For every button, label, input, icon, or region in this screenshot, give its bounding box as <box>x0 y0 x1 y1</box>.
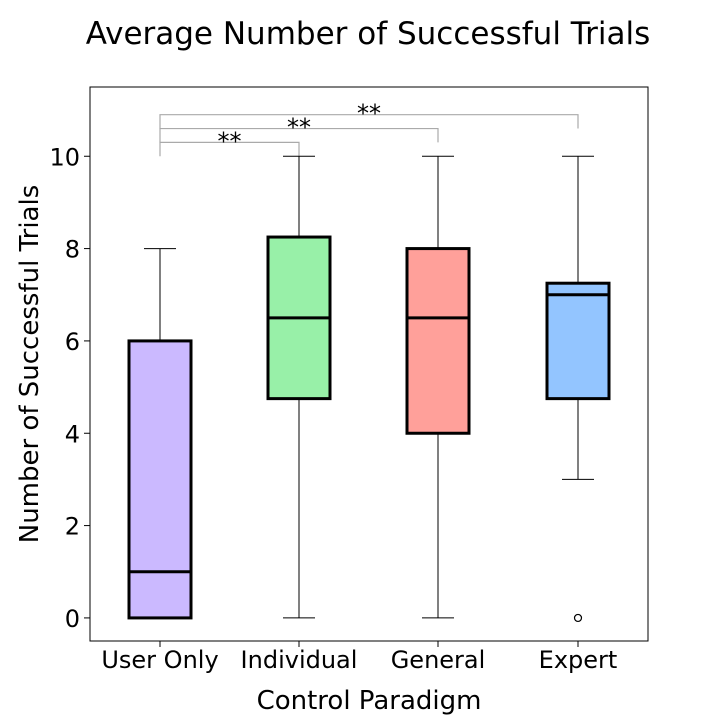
box-group-individual <box>266 155 332 619</box>
y-tick-label: 10 <box>49 143 80 171</box>
significance-bracket <box>159 114 579 129</box>
plot-area-frame <box>89 86 649 642</box>
significance-bracket <box>159 127 439 143</box>
box-group-expert <box>545 155 611 623</box>
significance-label: ** <box>218 127 242 155</box>
significance-brackets: ** ** ** <box>159 100 579 157</box>
significance-label: ** <box>357 100 381 128</box>
outlier-point <box>573 613 583 623</box>
box-iqr <box>405 247 471 435</box>
significance-bracket <box>159 141 300 157</box>
x-tick-label: User Only <box>101 646 218 674</box>
x-axis-label: Control Paradigm <box>257 686 482 716</box>
x-tick-label: Individual <box>241 646 358 674</box>
box-iqr <box>127 339 193 620</box>
significance-label: ** <box>287 114 311 142</box>
box-series <box>127 155 611 623</box>
y-tick-label: 8 <box>65 236 80 264</box>
chart-title: Average Number of Successful Trials <box>86 16 651 52</box>
y-axis: 0 2 4 6 8 10 <box>49 143 90 633</box>
x-axis: User Only Individual General Expert <box>101 641 617 674</box>
x-tick-label: Expert <box>539 646 618 674</box>
y-tick-label: 6 <box>65 328 80 356</box>
x-tick-label: General <box>391 646 486 674</box>
box-group-user-only <box>127 248 193 620</box>
box-group-general <box>405 155 471 619</box>
y-axis-label: Number of Successful Trials <box>15 185 45 544</box>
y-tick-label: 4 <box>65 420 80 448</box>
box-iqr <box>545 281 611 401</box>
y-tick-label: 2 <box>65 513 80 541</box>
y-tick-label: 0 <box>65 605 80 633</box>
